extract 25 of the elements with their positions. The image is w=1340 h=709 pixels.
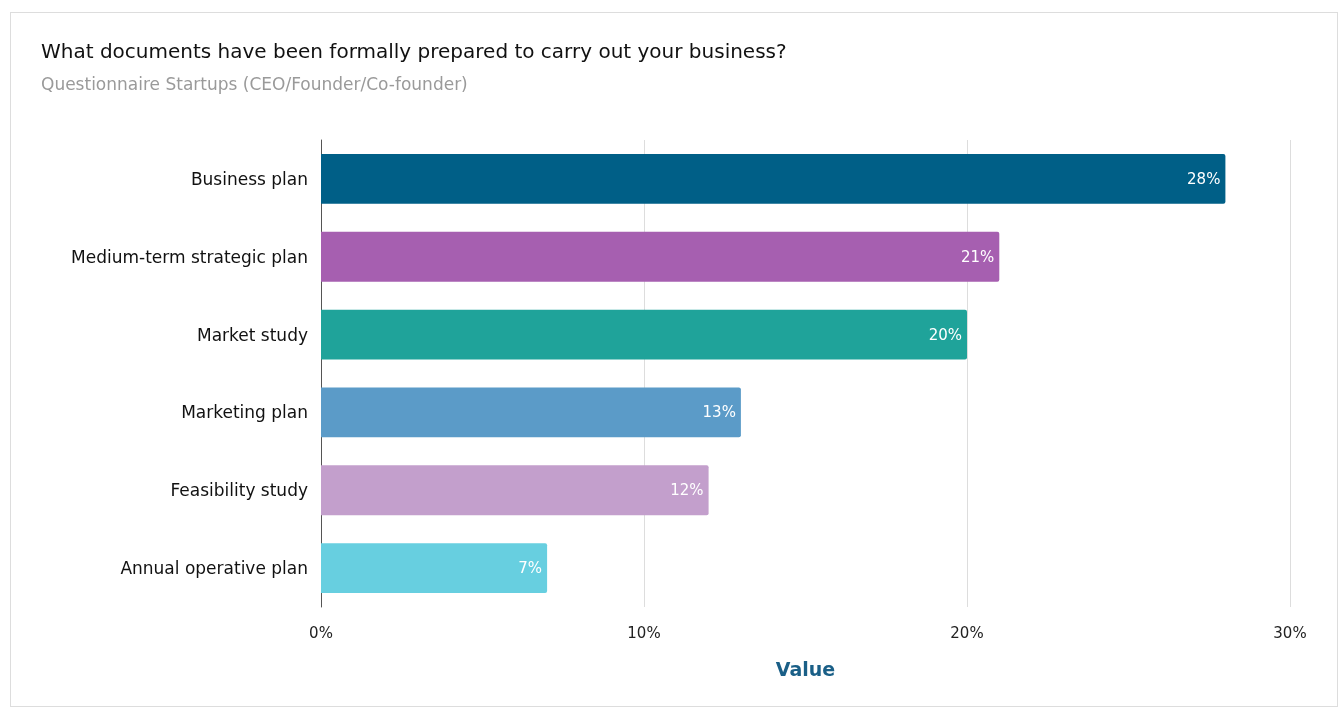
y-tick-label: Business plan: [190, 168, 308, 189]
y-tick-label: Market study: [197, 324, 308, 345]
x-tick-label: 0%: [309, 623, 333, 642]
y-tick-label: Feasibility study: [170, 480, 308, 501]
bar: [321, 543, 548, 593]
x-tick-label: 20%: [950, 623, 984, 642]
y-tick-label: Medium-term strategic plan: [71, 246, 308, 267]
data-label: 28%: [1187, 169, 1221, 188]
data-label: 7%: [518, 559, 543, 578]
y-tick-label: Annual operative plan: [120, 558, 308, 579]
chart-subtitle: Questionnaire Startups (CEO/Founder/Co-founder): [41, 73, 468, 94]
x-tick-label: 10%: [627, 623, 661, 642]
data-label: 12%: [670, 481, 704, 500]
x-tick-label: 30%: [1273, 623, 1307, 642]
data-label: 13%: [702, 403, 736, 422]
bar: [321, 387, 741, 438]
bar: [321, 154, 1226, 204]
bar: [321, 309, 967, 360]
y-tick-label: Marketing plan: [181, 402, 308, 423]
bar: [321, 231, 1000, 282]
data-label: 20%: [928, 325, 962, 344]
bar: [321, 465, 709, 516]
data-label: 21%: [960, 247, 995, 266]
chart-title: What documents have been formally prepared to carry out your business?: [41, 39, 787, 63]
x-axis-title: Value: [775, 657, 836, 680]
